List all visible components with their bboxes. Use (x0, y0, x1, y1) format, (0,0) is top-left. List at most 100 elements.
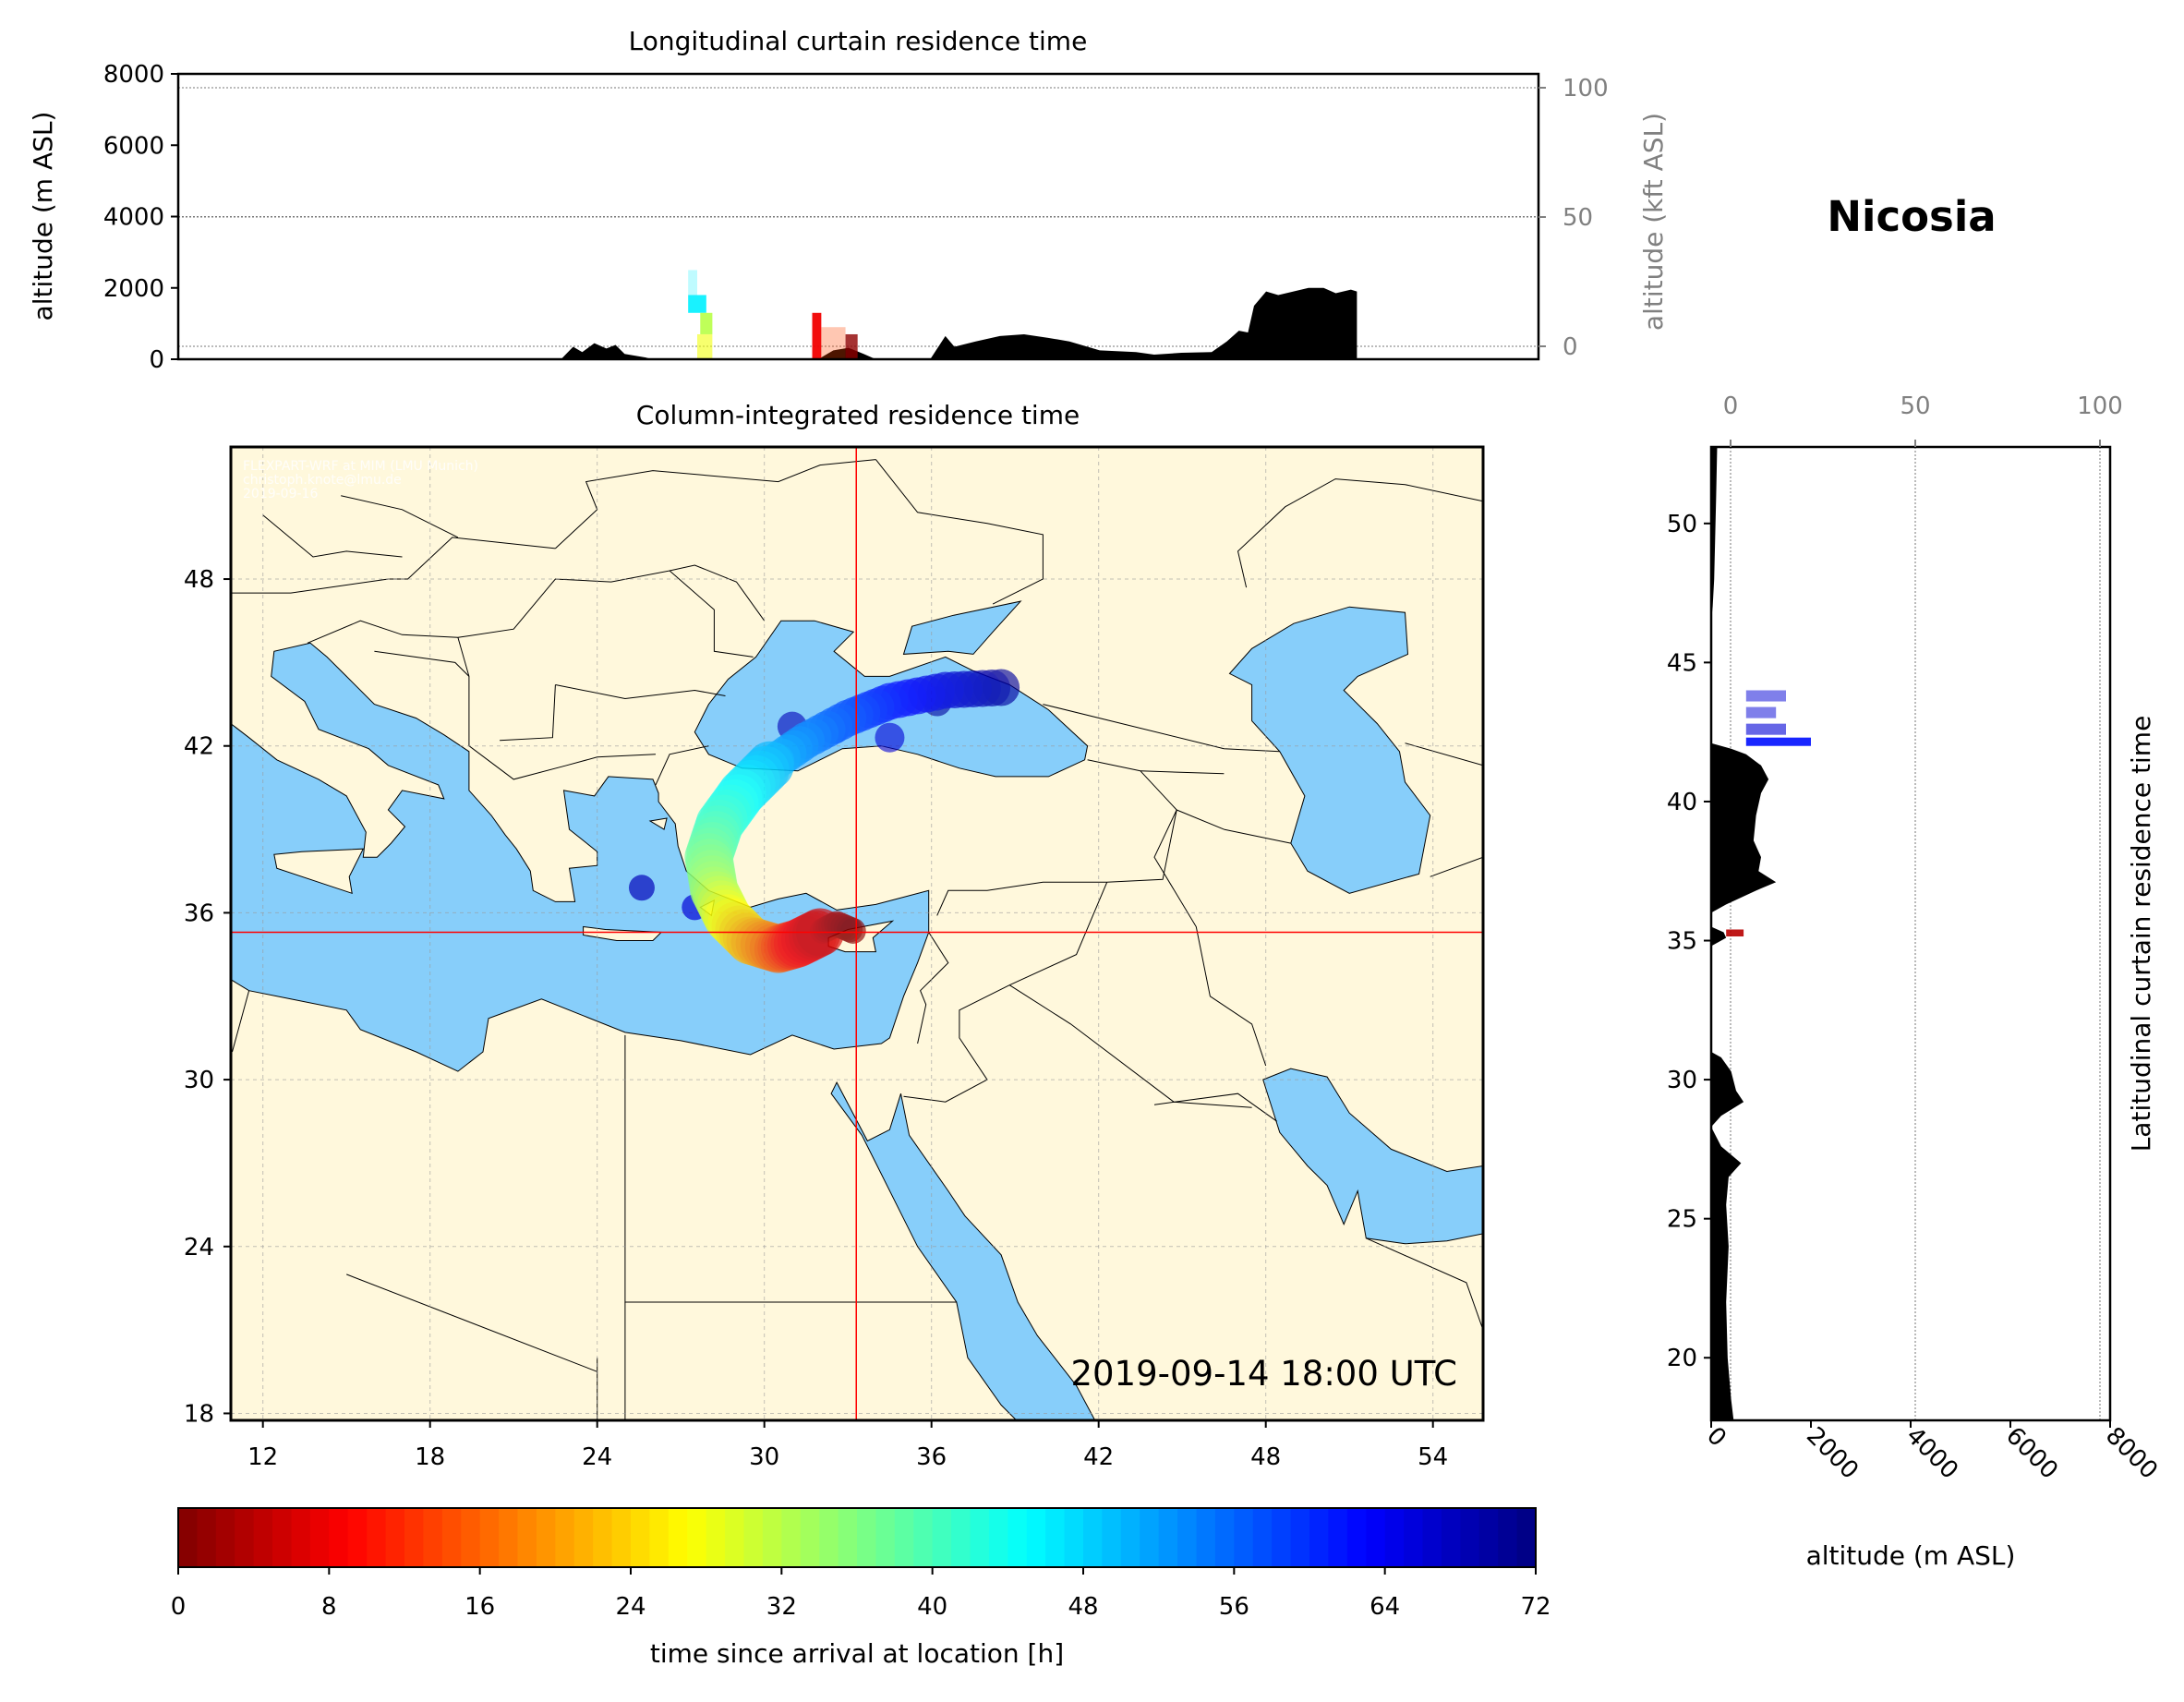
lat-tick-label: 48 (184, 566, 214, 594)
longitudinal-ylabel: altitude (m ASL) (28, 112, 58, 321)
lat-tick-label: 20 (1667, 1345, 1697, 1372)
axes-frame (1709, 445, 2112, 1422)
terrain-profile (1711, 447, 1777, 1420)
residence-bar (1745, 737, 1811, 746)
colorbar-band (367, 1508, 387, 1567)
colorbar-band (1328, 1508, 1348, 1567)
y-tick-label: 6000 (103, 132, 164, 160)
colorbar-band (178, 1508, 199, 1567)
country-border (500, 684, 556, 742)
colorbar-tick-label: 56 (1219, 1593, 1249, 1621)
colorbar-band (1026, 1508, 1046, 1567)
lat-tick-label: 35 (1667, 928, 1697, 956)
residence-bar (1745, 690, 1786, 702)
colorbar-band (1516, 1508, 1537, 1567)
colorbar-band (1083, 1508, 1104, 1567)
colorbar-band (479, 1508, 500, 1567)
lesbos-island (648, 817, 668, 830)
lat-tick-label: 40 (1667, 789, 1697, 816)
y-tick-label: 0 (149, 346, 164, 374)
colorbar-band (668, 1508, 688, 1567)
axes-frame (229, 445, 1485, 1422)
country-border (1043, 704, 1280, 753)
colorbar-band (857, 1508, 877, 1567)
timestamp: 2019-09-14 18:00 UTC (1070, 1354, 1457, 1394)
colorbar-band (309, 1508, 330, 1567)
colorbar-band (1272, 1508, 1292, 1567)
colorbar-tick-label: 64 (1370, 1593, 1400, 1621)
alt-tick-label: 2000 (1801, 1422, 1864, 1485)
colorbar-band (1008, 1508, 1028, 1567)
country-border (262, 514, 403, 558)
country-border (669, 564, 766, 622)
country-border (1405, 742, 1483, 767)
colorbar-band (800, 1508, 820, 1567)
lon-tick-label: 36 (916, 1443, 947, 1471)
colorbar-band (1422, 1508, 1442, 1567)
colorbar-band (1064, 1508, 1084, 1567)
lon-tick-label: 30 (749, 1443, 779, 1471)
colorbar-band (875, 1508, 896, 1567)
lon-tick-label: 48 (1250, 1443, 1281, 1471)
colorbar-band (706, 1508, 726, 1567)
watermark: FLEXPART-WRF at MIM (LMU Munich) christo… (243, 459, 478, 501)
colorbar-band (499, 1508, 519, 1567)
colorbar-band (1252, 1508, 1273, 1567)
colorbar-band (1478, 1508, 1499, 1567)
colorbar-band (555, 1508, 575, 1567)
colorbar-band (593, 1508, 613, 1567)
colorbar-band (743, 1508, 764, 1567)
colorbar-tick-label: 32 (766, 1593, 797, 1621)
longitudinal-y2label: altitude (kft ASL) (1638, 113, 1669, 331)
colorbar-tick-label: 24 (615, 1593, 646, 1621)
column-integrated-map: 12 18 24 30 36 42 48 54 18 24 30 36 42 48 (184, 445, 1485, 1471)
country-border (1153, 1092, 1278, 1122)
lat-tick-label: 24 (184, 1234, 214, 1261)
residence-bar (1745, 723, 1786, 735)
lon-tick-label: 42 (1083, 1443, 1114, 1471)
country-border (346, 1273, 597, 1372)
colorbar-band (781, 1508, 802, 1567)
country-border (655, 745, 709, 786)
country-border (1430, 856, 1483, 877)
alt-tick-label: 8000 (2100, 1422, 2163, 1485)
colorbar-band (1366, 1508, 1386, 1567)
lat-tick-label: 18 (184, 1400, 214, 1428)
residence-bar (812, 312, 822, 359)
persian-gulf (1262, 1068, 1483, 1245)
colorbar-tick-label: 0 (171, 1593, 187, 1621)
lat-tick-label: 42 (184, 733, 214, 761)
alt-tick-label: 0 (1701, 1422, 1732, 1453)
lon-tick-label: 24 (582, 1443, 612, 1471)
colorbar-tick-label: 40 (917, 1593, 947, 1621)
colorbar-band (1158, 1508, 1178, 1567)
colorbar-band (291, 1508, 311, 1567)
colorbar-band (1045, 1508, 1066, 1567)
caspian-sea (1228, 606, 1431, 894)
colorbar: 0 8 16 24 32 40 48 56 64 72 (171, 1507, 1551, 1621)
colorbar-band (461, 1508, 481, 1567)
watermark-line: FLEXPART-WRF at MIM (LMU Munich) (243, 459, 478, 474)
colorbar-band (762, 1508, 782, 1567)
colorbar-band (441, 1508, 462, 1567)
colorbar-band (329, 1508, 349, 1567)
colorbar-band (819, 1508, 839, 1567)
colorbar-band (1346, 1508, 1367, 1567)
colorbar-band (932, 1508, 952, 1567)
watermark-line: christoph.knote@lmu.de (243, 473, 402, 488)
country-border (1106, 770, 1177, 883)
country-border (1366, 1237, 1483, 1331)
plume-patch (875, 722, 905, 753)
colorbar-band (687, 1508, 707, 1567)
colorbar-band (235, 1508, 255, 1567)
country-border (1224, 828, 1291, 844)
colorbar-band (725, 1508, 745, 1567)
colorbar-band (611, 1508, 632, 1567)
lat-tick-label: 30 (1667, 1067, 1697, 1094)
residence-bar (1726, 929, 1744, 937)
residence-bar (688, 270, 698, 296)
lat-tick-label: 45 (1667, 649, 1697, 677)
colorbar-band (951, 1508, 971, 1567)
y-tick-label: 8000 (103, 61, 164, 89)
